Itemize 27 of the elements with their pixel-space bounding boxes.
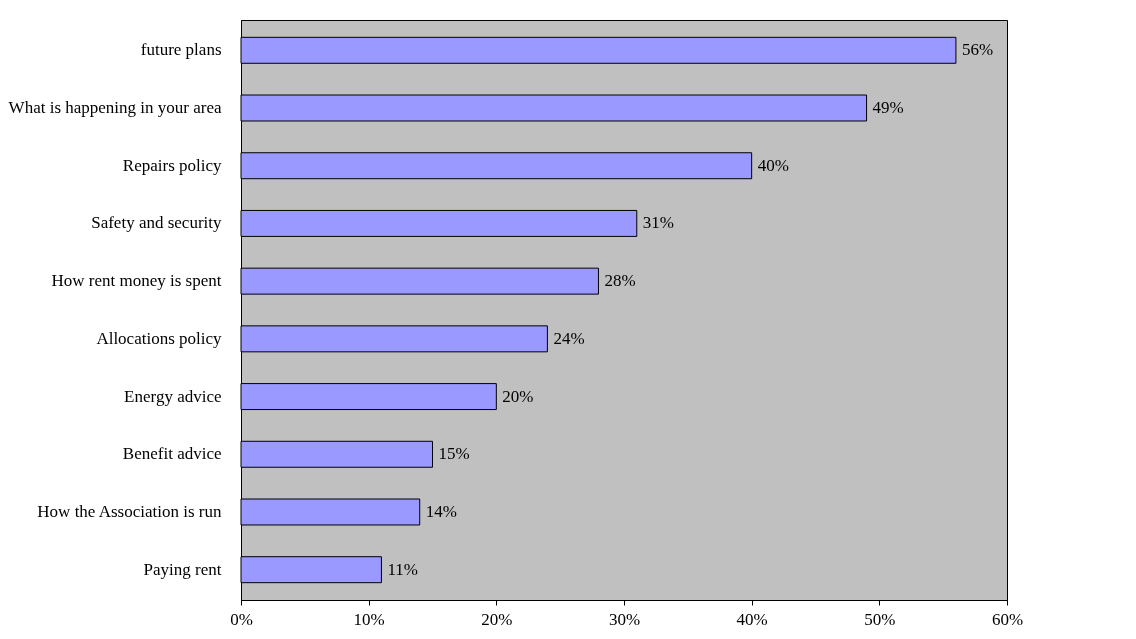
y-tick-label: Benefit advice [122, 444, 222, 464]
y-tick-label: Allocations policy [96, 328, 222, 348]
x-tick-label: 20% [481, 609, 513, 629]
y-tick-label: Repairs policy [122, 155, 222, 175]
data-label: 31% [642, 213, 674, 233]
data-label: 40% [757, 155, 789, 175]
x-tick-label: 30% [608, 609, 641, 629]
y-tick-label: Energy advice [124, 386, 222, 406]
y-tick-label: How the Association is run [37, 501, 222, 521]
data-label: 28% [604, 271, 636, 291]
data-label: 14% [425, 501, 457, 521]
y-tick-label: Safety and security [91, 213, 222, 233]
y-tick-label: How rent money is spent [51, 271, 222, 291]
x-tick-label: 40% [736, 609, 768, 629]
x-tick-label: 50% [864, 609, 896, 629]
x-tick-label: 60% [991, 609, 1024, 629]
data-label: 20% [502, 386, 534, 406]
data-label: 24% [553, 328, 585, 348]
y-tick-label: future plans [140, 40, 222, 60]
data-label: 49% [872, 98, 904, 118]
data-label: 11% [387, 559, 418, 579]
data-label: 56% [961, 40, 994, 60]
x-tick-label: 0% [230, 609, 253, 629]
y-tick-label: What is happening in your area [8, 98, 222, 118]
x-tick-label: 10% [353, 609, 385, 629]
y-tick-label: Paying rent [143, 559, 222, 579]
data-label: 15% [438, 444, 470, 464]
